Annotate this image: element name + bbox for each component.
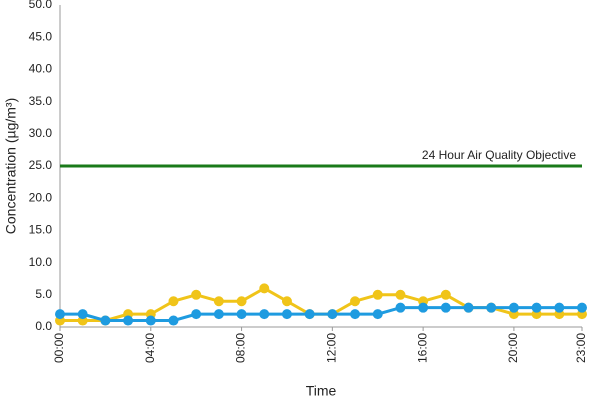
data-point — [531, 302, 542, 313]
data-point — [440, 289, 451, 300]
y-tick-label: 40.0 — [29, 62, 53, 76]
data-point — [123, 315, 134, 326]
data-point — [77, 309, 88, 320]
data-point — [145, 315, 156, 326]
x-tick-label: 23:00 — [574, 333, 588, 363]
data-point — [236, 296, 247, 307]
x-tick-label: 12:00 — [325, 333, 339, 363]
x-tick-label: 16:00 — [415, 333, 429, 363]
data-point — [304, 309, 315, 320]
data-point — [191, 289, 202, 300]
data-point — [259, 309, 270, 320]
data-point — [168, 315, 179, 326]
x-tick-label: 20:00 — [506, 333, 520, 363]
y-tick-label: 5.0 — [35, 287, 52, 301]
x-tick-label: 08:00 — [234, 333, 248, 363]
y-tick-label: 45.0 — [29, 29, 53, 43]
y-axis-title: Concentration (µg/m³) — [3, 98, 19, 234]
data-point — [350, 296, 361, 307]
data-point — [55, 309, 65, 320]
series-line — [60, 286, 582, 323]
data-point — [486, 302, 497, 313]
y-tick-label: 30.0 — [29, 126, 53, 140]
data-point — [168, 296, 179, 307]
y-tick-label: 25.0 — [29, 158, 53, 172]
y-tick-label: 50.0 — [29, 0, 53, 11]
data-point — [372, 309, 383, 320]
data-point — [213, 296, 224, 307]
data-point — [418, 302, 429, 313]
y-tick-label: 0.0 — [35, 319, 52, 333]
y-tick-label: 15.0 — [29, 223, 53, 237]
x-tick-label: 00:00 — [52, 333, 66, 363]
data-point — [100, 315, 111, 326]
data-point — [395, 302, 406, 313]
data-point — [236, 309, 247, 320]
data-point — [554, 302, 565, 313]
x-axis-title: Time — [306, 383, 337, 399]
data-point — [463, 302, 474, 313]
y-tick-label: 35.0 — [29, 94, 53, 108]
reference-label: 24 Hour Air Quality Objective — [422, 148, 576, 162]
y-tick-label: 20.0 — [29, 190, 53, 204]
data-point — [395, 289, 406, 300]
data-point — [508, 302, 519, 313]
data-point — [372, 289, 383, 300]
x-tick-label: 04:00 — [143, 333, 157, 363]
data-point — [440, 302, 451, 313]
data-point — [577, 302, 587, 313]
data-point — [281, 309, 292, 320]
data-point — [327, 309, 338, 320]
data-point — [281, 296, 292, 307]
y-tick-label: 10.0 — [29, 255, 53, 269]
data-point — [259, 283, 270, 294]
data-point — [191, 309, 202, 320]
data-point — [213, 309, 224, 320]
data-point — [350, 309, 361, 320]
